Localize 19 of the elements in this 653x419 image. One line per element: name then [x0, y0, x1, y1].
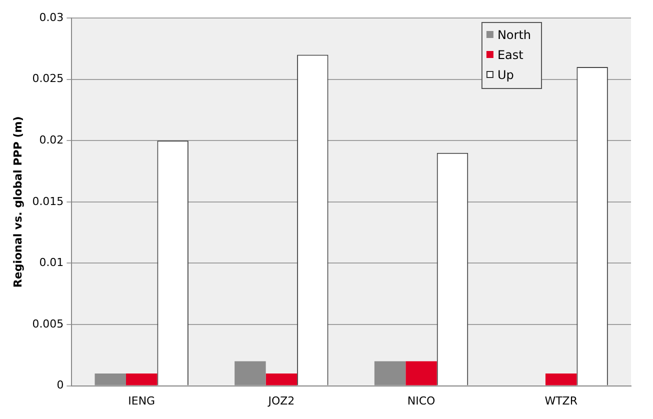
y-tick-label: 0.01 — [39, 256, 64, 270]
legend-label: East — [497, 48, 524, 62]
y-tick-label: 0.015 — [32, 194, 64, 208]
bar — [266, 374, 298, 386]
legend-label: North — [497, 28, 531, 42]
y-tick-label: 0 — [56, 378, 64, 392]
x-tick-label: JOZ2 — [267, 394, 295, 408]
x-tick-label: WTZR — [544, 394, 578, 408]
y-tick-label: 0.02 — [39, 133, 64, 146]
x-tick-label: IENG — [128, 394, 156, 408]
legend-label: Up — [497, 68, 514, 82]
bar — [126, 374, 158, 386]
y-tick-label: 0.005 — [32, 317, 64, 330]
x-tick-label: NICO — [407, 394, 436, 408]
bar — [406, 361, 437, 386]
y-tick-label: 0.03 — [39, 10, 64, 24]
y-axis-title: Regional vs. global PPP (m) — [11, 116, 24, 288]
bar — [545, 374, 577, 386]
y-tick-label: 0.025 — [32, 72, 64, 86]
